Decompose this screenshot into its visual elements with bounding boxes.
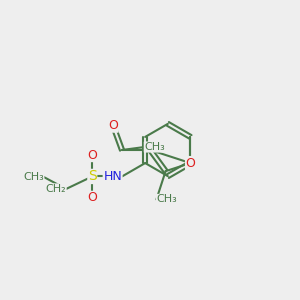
Text: O: O	[185, 157, 195, 169]
Text: CH₂: CH₂	[46, 184, 66, 194]
Text: S: S	[88, 169, 97, 184]
Text: HN: HN	[103, 170, 122, 183]
Text: CH₃: CH₃	[23, 172, 44, 182]
Text: O: O	[108, 119, 118, 132]
Text: CH₃: CH₃	[144, 142, 165, 152]
Text: CH₃: CH₃	[156, 194, 177, 204]
Text: O: O	[87, 191, 97, 204]
Text: O: O	[87, 148, 97, 162]
